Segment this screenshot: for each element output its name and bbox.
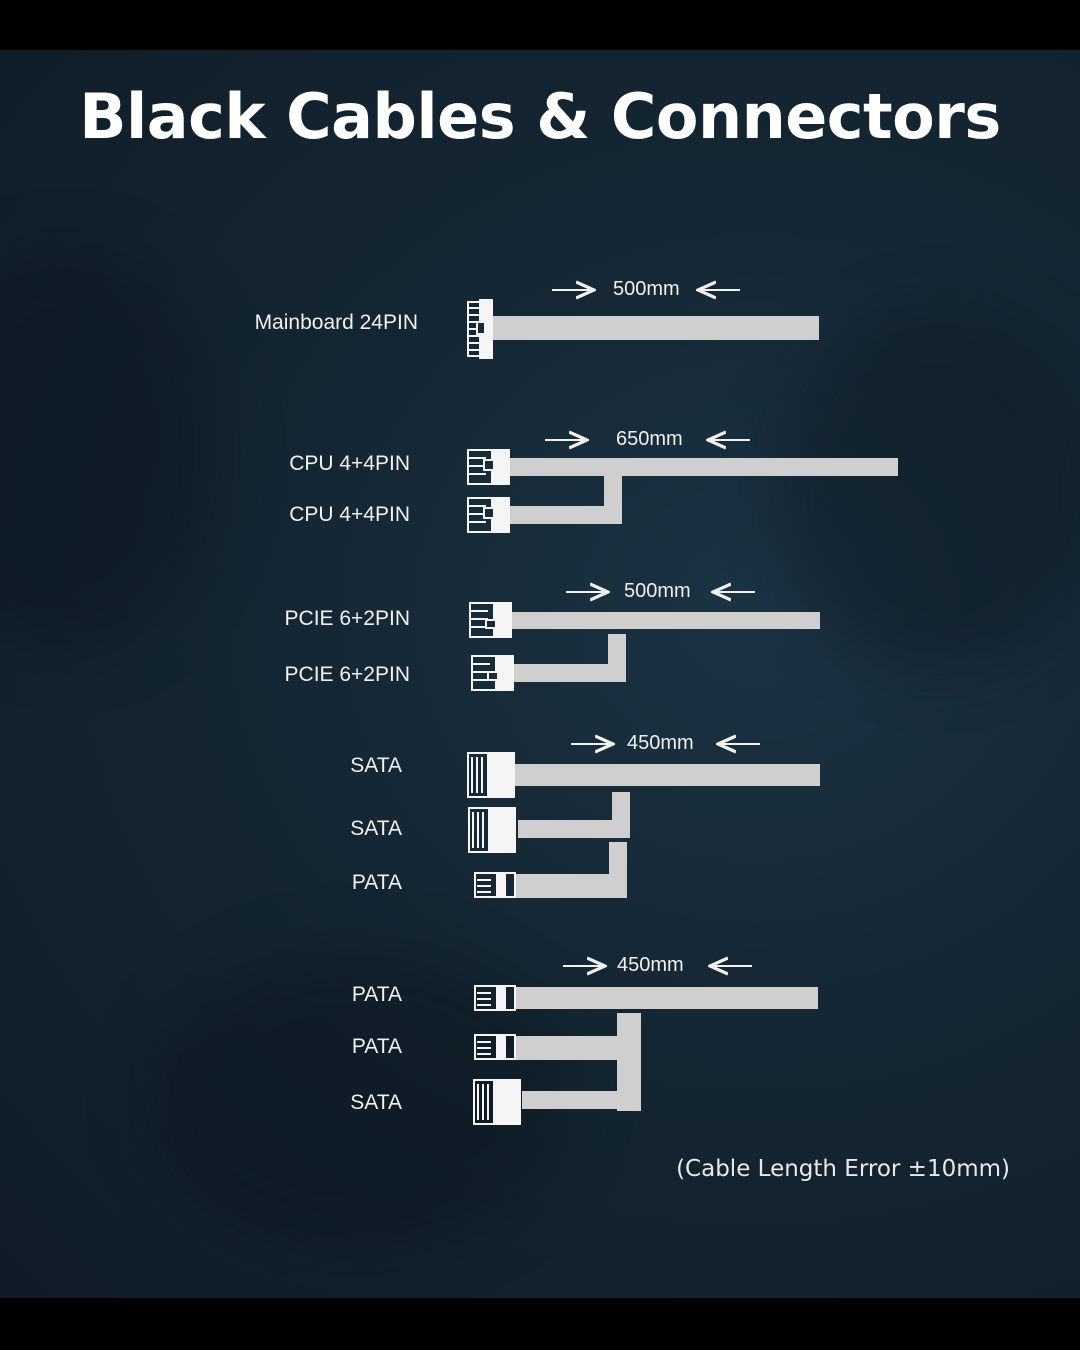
connector-label-pata-3: PATA	[351, 1035, 402, 1058]
cable-sata-branch-2-end	[514, 874, 627, 898]
connector-sata-icon	[468, 807, 516, 853]
connector-label-sata-3: SATA	[350, 1091, 402, 1114]
cable-pcie-branch-end	[514, 664, 626, 682]
connectors	[467, 299, 521, 1125]
connector-label-cpu-1: CPU 4+4PIN	[289, 452, 410, 475]
cable-pata-branch-1	[514, 1036, 618, 1060]
connector-label-cpu-2: CPU 4+4PIN	[289, 503, 410, 526]
length-label-pcie: 500mm	[624, 580, 691, 602]
dimension-arrows	[545, 290, 760, 966]
connector-cpu-icon	[467, 449, 510, 485]
length-label-sata: 450mm	[627, 732, 694, 754]
connector-pata-icon	[474, 872, 516, 898]
cable-mainboard	[493, 316, 819, 340]
cable-pcie-main	[512, 612, 820, 629]
cable-sata-branch-1-end	[518, 820, 630, 838]
cable-cpu-main	[510, 458, 898, 476]
connector-label-sata-1: SATA	[350, 754, 402, 777]
connector-pcie-icon	[471, 655, 514, 691]
connector-label-pcie-2: PCIE 6+2PIN	[284, 663, 410, 686]
cable-pata-main	[515, 987, 818, 1009]
connector-label-sata-2: SATA	[350, 817, 402, 840]
connector-sata-icon	[467, 752, 515, 798]
connector-label-mainboard: Mainboard 24PIN	[254, 311, 418, 334]
cable-pata-branch-2	[522, 1091, 622, 1109]
length-label-cpu: 650mm	[616, 428, 683, 450]
connector-sata-icon	[473, 1079, 521, 1125]
connector-label-pcie-1: PCIE 6+2PIN	[284, 607, 410, 630]
cable-length-footnote: (Cable Length Error ±10mm)	[676, 1156, 1010, 1182]
background-blob	[780, 310, 1080, 670]
cable-cpu-branch-end	[510, 506, 622, 524]
connector-label-pata-1: PATA	[351, 871, 402, 894]
cables	[493, 316, 898, 1111]
connector-label-pata-2: PATA	[351, 983, 402, 1006]
connector-pcie-icon	[469, 602, 512, 638]
connector-pata-icon	[474, 1034, 516, 1060]
length-label-pata: 450mm	[617, 954, 684, 976]
page-title: Black Cables & Connectors	[79, 80, 1001, 153]
cable-sata-main	[515, 764, 820, 786]
connector-pata-icon	[474, 985, 516, 1011]
length-label-mainboard: 500mm	[613, 278, 680, 300]
connector-cpu-icon	[467, 497, 510, 533]
connector-24pin-icon	[467, 299, 493, 359]
